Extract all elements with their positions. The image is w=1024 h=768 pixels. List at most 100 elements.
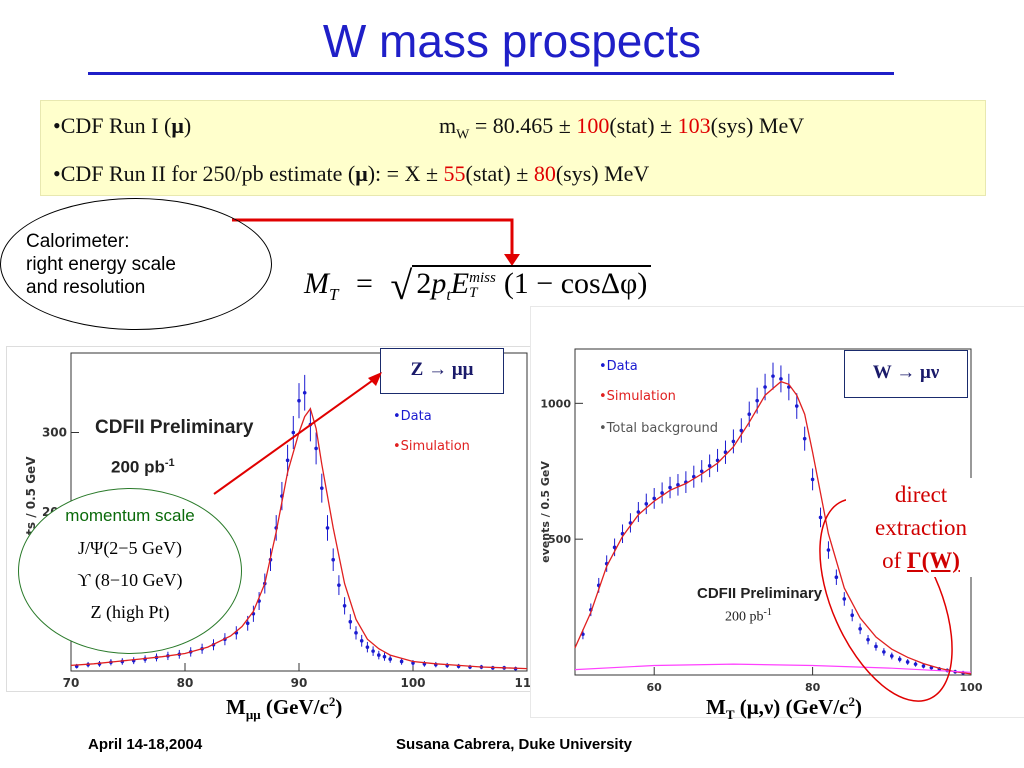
formula-lhs: M — [304, 267, 329, 300]
w-munu-label: W → μν — [844, 350, 968, 398]
formula-lhs-sub: T — [329, 285, 339, 304]
muon-symbol: μ — [171, 113, 184, 138]
left-preliminary-label: CDFII Preliminary — [95, 417, 254, 438]
footer-date: April 14-18,2004 — [88, 736, 203, 753]
data-point — [302, 390, 307, 395]
run2-close: ): = X ± — [367, 161, 444, 186]
left-xlabel-sup: 2 — [328, 694, 336, 709]
right-xlabel-main: M — [706, 695, 726, 719]
x-tick-label: 100 — [400, 676, 425, 690]
data-point — [348, 619, 353, 624]
mass-symbol: m — [439, 113, 457, 138]
background-line — [574, 663, 972, 673]
formula-e-scripts: miss T — [469, 271, 496, 301]
right-preliminary-label: CDFII Preliminary — [697, 585, 823, 602]
data-point — [747, 412, 752, 416]
data-point — [866, 637, 870, 642]
data-point — [779, 377, 783, 381]
data-point — [890, 654, 894, 658]
data-point — [245, 621, 250, 626]
run1-sys-label: (sys) MeV — [710, 113, 805, 138]
data-point — [320, 486, 324, 490]
momentum-line2: J/Ψ(2−5 GeV) — [78, 538, 182, 558]
data-point — [612, 545, 617, 550]
data-point — [739, 428, 744, 433]
data-point — [921, 664, 926, 668]
direct-of: of — [882, 548, 907, 573]
mass-value-text: = 80.465 ± — [469, 113, 577, 138]
calorimeter-arrow-head — [504, 254, 520, 266]
direct-line3: of Γ(W) — [846, 544, 996, 577]
right-lumi-text: 200 pb — [725, 609, 764, 625]
right-x-axis-label: MT (μ,ν) (GeV/c2) — [706, 694, 862, 723]
right-legend-simulation: •Simulation — [599, 389, 676, 404]
data-point — [636, 510, 641, 514]
data-point — [842, 597, 847, 601]
y-tick-label: 500 — [548, 533, 571, 546]
left-legend-data: •Data — [393, 409, 432, 424]
formula-e-sup: miss — [469, 270, 496, 287]
calorimeter-line2: right energy scale — [26, 254, 176, 275]
bullet: • — [53, 113, 61, 138]
data-point — [660, 491, 664, 495]
right-xlabel-units: (μ,ν) (GeV/c — [734, 695, 849, 719]
run1-stat-label: (stat) ± — [609, 113, 678, 138]
z-mumu-label: Z → μμ — [380, 348, 504, 394]
x-tick-label: 90 — [291, 676, 308, 690]
formula-radicand: 2ptE miss T (1 − cosΔφ) — [412, 265, 652, 305]
run2-sys-error: 80 — [533, 161, 556, 186]
data-point — [834, 575, 839, 579]
slide-title: W mass prospects — [322, 15, 702, 67]
right-lumi-label: 200 pb-1 — [725, 607, 772, 626]
formula-p: p — [431, 267, 447, 300]
run2-sys-label: (sys) MeV — [555, 161, 650, 186]
calorimeter-callout — [0, 198, 272, 330]
formula-p-sub: t — [446, 287, 451, 304]
data-point — [913, 662, 918, 666]
data-point — [652, 496, 656, 501]
data-point — [905, 660, 910, 664]
data-point — [810, 477, 815, 482]
data-point — [699, 469, 704, 474]
data-point — [676, 483, 680, 487]
left-xlabel-sub: μμ — [245, 707, 261, 723]
data-point — [291, 430, 296, 435]
right-legend-data: •Data — [599, 359, 638, 374]
data-point — [342, 604, 347, 608]
data-point — [325, 526, 330, 530]
data-point — [858, 627, 862, 631]
x-tick-label: 80 — [805, 681, 821, 694]
left-lumi-text: 200 pb — [111, 457, 165, 477]
bullet: • — [53, 161, 61, 186]
data-point — [308, 422, 313, 427]
left-x-axis-label: Mμμ (GeV/c2) — [226, 694, 342, 723]
data-point — [388, 657, 393, 661]
data-point — [897, 657, 902, 662]
data-point — [755, 398, 759, 403]
left-xlabel-end: ) — [335, 695, 343, 719]
data-point — [818, 515, 823, 520]
calorimeter-arrow — [232, 218, 514, 256]
data-point — [354, 631, 358, 635]
data-point — [707, 464, 712, 468]
x-tick-label: 60 — [647, 681, 663, 694]
run2-label: CDF Run II for 250/pb estimate ( — [60, 161, 356, 186]
run1-line: •CDF Run I (μ) — [53, 113, 191, 139]
data-point — [731, 439, 736, 444]
momentum-line1: momentum scale — [65, 506, 195, 525]
calorimeter-line3: and resolution — [26, 277, 146, 298]
x-tick-label: 70 — [63, 676, 80, 690]
right-xlabel-sup: 2 — [848, 694, 856, 709]
data-point — [365, 645, 370, 649]
left-lumi-sup: -1 — [164, 457, 175, 469]
results-box: •CDF Run I (μ) mW = 80.465 ± 100(stat) ±… — [40, 100, 986, 196]
data-point — [763, 385, 767, 389]
run1-sys-error: 103 — [677, 113, 711, 138]
direct-line2: extraction — [875, 515, 967, 540]
right-lumi-sup: -1 — [763, 607, 772, 618]
x-tick-label: 110 — [514, 676, 531, 690]
y-tick-label: 300 — [42, 426, 67, 440]
sqrt-icon: √ — [390, 263, 413, 308]
footer-author: Susana Cabrera, Duke University — [396, 736, 632, 753]
